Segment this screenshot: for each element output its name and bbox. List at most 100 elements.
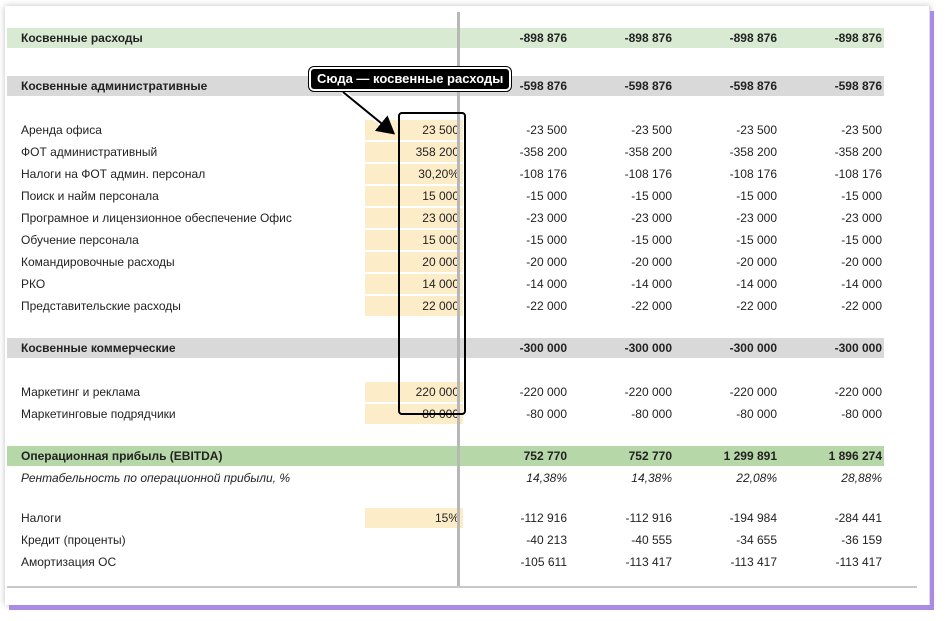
value-cell-2[interactable]: -80 000 (631, 407, 672, 421)
value-cell-4[interactable]: -220 000 (834, 385, 882, 399)
value-cell-4[interactable]: -108 176 (834, 167, 882, 181)
value-cell-3[interactable]: -220 000 (729, 385, 777, 399)
value-cell-1[interactable]: -598 876 (519, 79, 567, 93)
value-cell-4[interactable]: -23 000 (841, 211, 882, 225)
value-cell-1[interactable]: -15 000 (526, 189, 567, 203)
value-cell-1[interactable]: -23 000 (526, 211, 567, 225)
value-cell-3[interactable]: -300 000 (729, 341, 777, 355)
value-cell-1[interactable]: -15 000 (526, 233, 567, 247)
value-cell-2[interactable]: -112 916 (625, 511, 672, 525)
value-cell-3[interactable]: 1 299 891 (723, 449, 777, 463)
row-label[interactable]: Амортизация ОС (21, 555, 117, 569)
value-cell-2[interactable]: -15 000 (631, 233, 672, 247)
value-cell-2[interactable]: 752 770 (628, 449, 672, 463)
value-cell-4[interactable]: -284 441 (834, 511, 882, 525)
value-cell-1[interactable]: -300 000 (519, 341, 567, 355)
input-cell[interactable]: 15 000 (365, 186, 463, 206)
value-cell-2[interactable]: -113 417 (625, 555, 672, 569)
value-cell-4[interactable]: -15 000 (841, 189, 882, 203)
value-cell-1[interactable]: -108 176 (519, 167, 567, 181)
row-label[interactable]: ФОТ административный (21, 145, 158, 159)
value-cell-2[interactable]: -358 200 (624, 145, 672, 159)
value-cell-4[interactable]: -23 500 (841, 123, 882, 137)
value-cell-3[interactable]: -34 655 (736, 533, 777, 547)
value-cell-1[interactable]: -20 000 (526, 255, 567, 269)
row-label[interactable]: Кредит (проценты) (21, 533, 126, 547)
value-cell-2[interactable]: -220 000 (624, 385, 672, 399)
value-cell-1[interactable]: 14,38% (526, 471, 567, 485)
row-label[interactable]: РКО (21, 277, 46, 291)
row-label[interactable]: Косвенные административные (21, 79, 208, 93)
value-cell-3[interactable]: -108 176 (729, 167, 777, 181)
value-cell-4[interactable]: -36 159 (841, 533, 882, 547)
input-cell[interactable]: 30,20% (365, 164, 463, 184)
value-cell-4[interactable]: 28,88% (841, 471, 882, 485)
value-cell-1[interactable]: -220 000 (519, 385, 567, 399)
value-cell-3[interactable]: -598 876 (729, 79, 777, 93)
value-cell-3[interactable]: -898 876 (729, 31, 777, 45)
value-cell-2[interactable]: -898 876 (624, 31, 672, 45)
input-cell[interactable] (365, 468, 463, 488)
value-cell-3[interactable]: 22,08% (736, 471, 777, 485)
value-cell-4[interactable]: -22 000 (841, 299, 882, 313)
value-cell-1[interactable]: -23 500 (526, 123, 567, 137)
row-label[interactable]: Програмное и лицензионное обеспечение Оф… (21, 211, 292, 225)
value-cell-3[interactable]: -194 984 (729, 511, 777, 525)
input-cell[interactable]: 22 000 (365, 296, 463, 316)
value-cell-4[interactable]: -358 200 (834, 145, 882, 159)
value-cell-4[interactable]: -598 876 (834, 79, 882, 93)
value-cell-4[interactable]: -898 876 (834, 31, 882, 45)
value-cell-2[interactable]: -22 000 (631, 299, 672, 313)
row-label[interactable]: Обучение персонала (21, 233, 139, 247)
value-cell-4[interactable]: -14 000 (841, 277, 882, 291)
value-cell-3[interactable]: -113 417 (730, 555, 777, 569)
value-cell-2[interactable]: -14 000 (631, 277, 672, 291)
value-cell-1[interactable]: -112 916 (520, 511, 567, 525)
value-cell-3[interactable]: -14 000 (736, 277, 777, 291)
value-cell-3[interactable]: -358 200 (729, 145, 777, 159)
input-cell[interactable] (365, 28, 463, 48)
value-cell-4[interactable]: -300 000 (834, 341, 882, 355)
row-label[interactable]: Рентабельность по операционной прибыли, … (21, 471, 291, 485)
value-cell-4[interactable]: -15 000 (841, 233, 882, 247)
row-label[interactable]: Маркетинг и реклама (21, 385, 141, 399)
value-cell-2[interactable]: -20 000 (631, 255, 672, 269)
value-cell-1[interactable]: -14 000 (526, 277, 567, 291)
value-cell-4[interactable]: 1 896 274 (828, 449, 882, 463)
value-cell-3[interactable]: -15 000 (736, 189, 777, 203)
value-cell-2[interactable]: -23 000 (631, 211, 672, 225)
input-cell[interactable]: 23 000 (365, 208, 463, 228)
value-cell-4[interactable]: -80 000 (841, 407, 882, 421)
row-label[interactable]: Представительские расходы (21, 299, 181, 313)
value-cell-3[interactable]: -20 000 (736, 255, 777, 269)
input-cell[interactable]: 20 000 (365, 252, 463, 272)
input-cell[interactable] (365, 446, 463, 466)
value-cell-2[interactable]: -108 176 (624, 167, 672, 181)
row-label[interactable]: Налоги (21, 511, 62, 525)
input-cell[interactable]: 358 200 (365, 142, 463, 162)
row-label[interactable]: Поиск и найм персонала (21, 189, 159, 203)
row-label[interactable]: Налоги на ФОТ админ. персонал (21, 167, 206, 181)
value-cell-3[interactable]: -23 500 (736, 123, 777, 137)
value-cell-3[interactable]: -80 000 (736, 407, 777, 421)
value-cell-2[interactable]: 14,38% (631, 471, 672, 485)
value-cell-3[interactable]: -22 000 (736, 299, 777, 313)
value-cell-4[interactable]: -20 000 (841, 255, 882, 269)
value-cell-2[interactable]: -15 000 (631, 189, 672, 203)
row-label[interactable]: Косвенные расходы (21, 31, 143, 45)
value-cell-1[interactable]: 752 770 (523, 449, 567, 463)
value-cell-4[interactable]: -113 417 (835, 555, 882, 569)
row-label[interactable]: Операционная прибыль (EBITDA) (21, 449, 223, 463)
row-label[interactable]: Аренда офиса (21, 123, 102, 137)
value-cell-3[interactable]: -15 000 (736, 233, 777, 247)
input-cell[interactable]: 15% (365, 508, 463, 528)
input-cell[interactable]: 15 000 (365, 230, 463, 250)
input-cell[interactable] (365, 530, 463, 550)
value-cell-1[interactable]: -898 876 (519, 31, 567, 45)
value-cell-2[interactable]: -300 000 (624, 341, 672, 355)
value-cell-2[interactable]: -23 500 (631, 123, 672, 137)
row-label[interactable]: Командировочные расходы (21, 255, 175, 269)
value-cell-2[interactable]: -598 876 (624, 79, 672, 93)
input-cell[interactable]: 220 000 (365, 382, 463, 402)
row-label[interactable]: Маркетинговые подрядчики (21, 407, 176, 421)
